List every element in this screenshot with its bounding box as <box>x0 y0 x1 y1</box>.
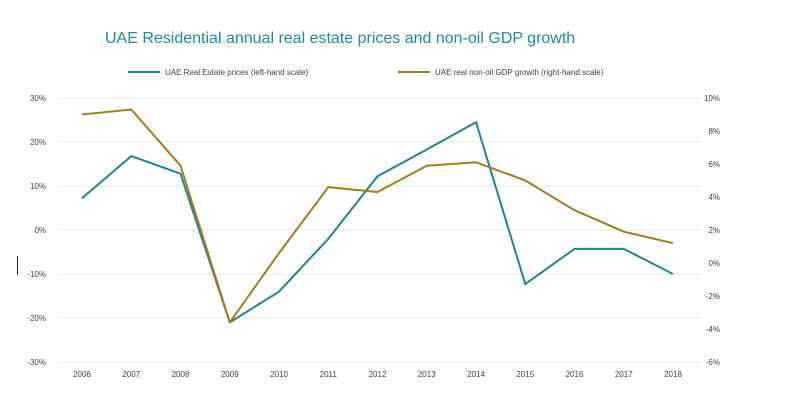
right-tick-label: 4% <box>708 193 720 202</box>
left-tick-label: -30% <box>27 358 46 367</box>
gridlines <box>58 97 700 363</box>
right-tick-label: 10% <box>704 94 720 103</box>
left-axis-ticks: 30% 20% 10% 0% -10% -20% -30% <box>27 94 46 367</box>
x-tick-label: 2014 <box>467 370 485 379</box>
legend: UAE Real Estate prices (left-hand scale)… <box>128 68 604 77</box>
right-tick-label: -4% <box>706 325 720 334</box>
left-tick-label: 20% <box>30 138 46 147</box>
chart-title: UAE Residential annual real estate price… <box>105 30 575 47</box>
x-tick-label: 2016 <box>566 370 584 379</box>
left-tick-label: 30% <box>30 94 46 103</box>
right-tick-label: 8% <box>708 127 720 136</box>
x-tick-label: 2012 <box>369 370 387 379</box>
legend-label-gdp: UAE real non-oil GDP growth (right-hand … <box>435 68 604 77</box>
x-tick-label: 2017 <box>615 370 633 379</box>
x-tick-label: 2011 <box>320 370 338 379</box>
left-tick-label: -20% <box>27 314 46 323</box>
x-tick-label: 2010 <box>270 370 288 379</box>
legend-label-real-estate: UAE Real Estate prices (left-hand scale) <box>165 68 309 77</box>
x-tick-label: 2006 <box>73 370 91 379</box>
text-cursor <box>17 256 18 275</box>
left-tick-label: 0% <box>34 226 46 235</box>
right-tick-label: -2% <box>706 292 720 301</box>
x-axis-ticks: 2006 2007 2008 2009 2010 2011 2012 2013 2014 2015… <box>73 370 682 379</box>
left-tick-label: 10% <box>30 182 46 191</box>
x-tick-label: 2007 <box>122 370 140 379</box>
series-line-real-estate <box>81 121 674 324</box>
left-tick-label: -10% <box>27 270 46 279</box>
right-tick-label: 2% <box>708 226 720 235</box>
series-line-gdp <box>81 108 674 324</box>
x-tick-label: 2008 <box>172 370 190 379</box>
right-tick-label: 0% <box>708 259 720 268</box>
right-axis-ticks: 10% 8% 6% 4% 2% 0% -2% -4% -6% <box>704 94 720 367</box>
series-group <box>81 108 674 324</box>
right-tick-label: -6% <box>706 358 720 367</box>
right-tick-label: 6% <box>708 160 720 169</box>
x-tick-label: 2015 <box>516 370 534 379</box>
x-tick-label: 2013 <box>418 370 436 379</box>
x-tick-label: 2018 <box>664 370 682 379</box>
x-tick-label: 2009 <box>221 370 239 379</box>
